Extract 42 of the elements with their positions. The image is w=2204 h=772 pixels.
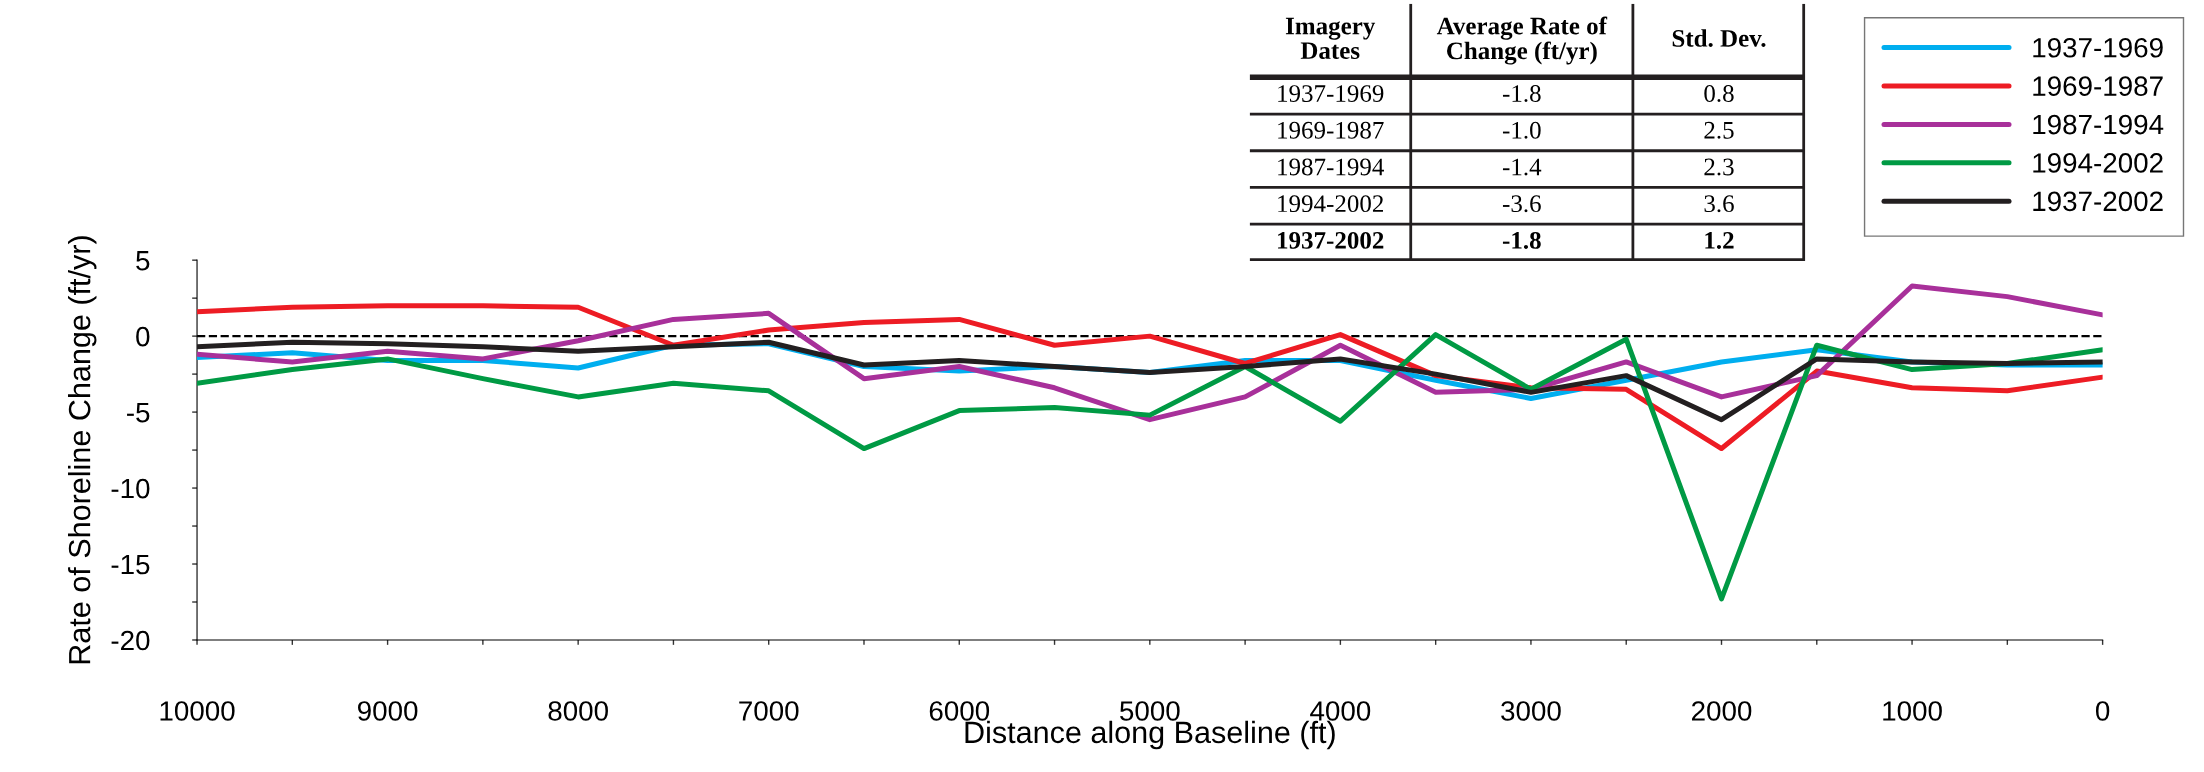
text: 2.5 [1704, 121, 1734, 139]
text: 1994-2002 [1278, 195, 1383, 213]
legend-label: 1994-2002 [2033, 153, 2163, 173]
x-axis-title: Distance along Baseline (ft) [965, 720, 1335, 750]
text: -1.4 [1502, 158, 1542, 176]
text: 1987-1994 [1278, 158, 1384, 176]
x-tick-label: 8000 [548, 701, 608, 721]
text: Std. Dev. [1672, 29, 1766, 47]
x-tick-label: 5000 [1120, 701, 1180, 721]
text: -1.0 [1502, 121, 1541, 139]
x-tick-label: 4000 [1310, 701, 1371, 721]
x-tick-label: 1000 [1883, 701, 1942, 721]
text: -3.6 [1502, 195, 1541, 213]
x-tick-label: 2000 [1692, 701, 1752, 721]
text: -1.8 [1502, 231, 1541, 249]
text: Imagery Dates [1285, 17, 1376, 60]
y-axis-title: Rate of Shoreline Change (ft/yr) [67, 236, 97, 664]
x-tick-label: 0 [2095, 701, 2110, 721]
x-tick-label: 3000 [1501, 701, 1561, 721]
y-tick-label: -15 [111, 554, 150, 575]
y-tick-label: -5 [127, 403, 150, 423]
text: Average Rate of Change (ft/yr) [1436, 16, 1608, 65]
y-tick-label: -20 [111, 630, 150, 651]
legend-label: 1987-1994 [2033, 114, 2164, 135]
text: 1.2 [1705, 232, 1734, 249]
text: -1.8 [1502, 85, 1541, 103]
text: 1937-2002 [1278, 231, 1384, 249]
legend-label: 1937-2002 [2033, 191, 2163, 212]
text: 1937-1969 [1278, 85, 1384, 102]
x-tick-label: 6000 [929, 701, 990, 721]
text: 3.6 [1704, 195, 1734, 213]
x-tick-label: 7000 [739, 701, 799, 721]
text: 1969-1987 [1278, 121, 1384, 139]
y-tick-label: -10 [111, 478, 150, 499]
y-tick-label: 0 [136, 326, 150, 347]
y-tick-label: 5 [136, 251, 150, 271]
x-tick-label: 9000 [358, 701, 418, 721]
legend-label: 1937-1969 [2033, 37, 2163, 58]
text: 2.3 [1704, 158, 1734, 176]
x-tick-label: 10000 [160, 701, 235, 721]
legend-label: 1969-1987 [2033, 76, 2163, 96]
text: 0.8 [1704, 85, 1734, 103]
